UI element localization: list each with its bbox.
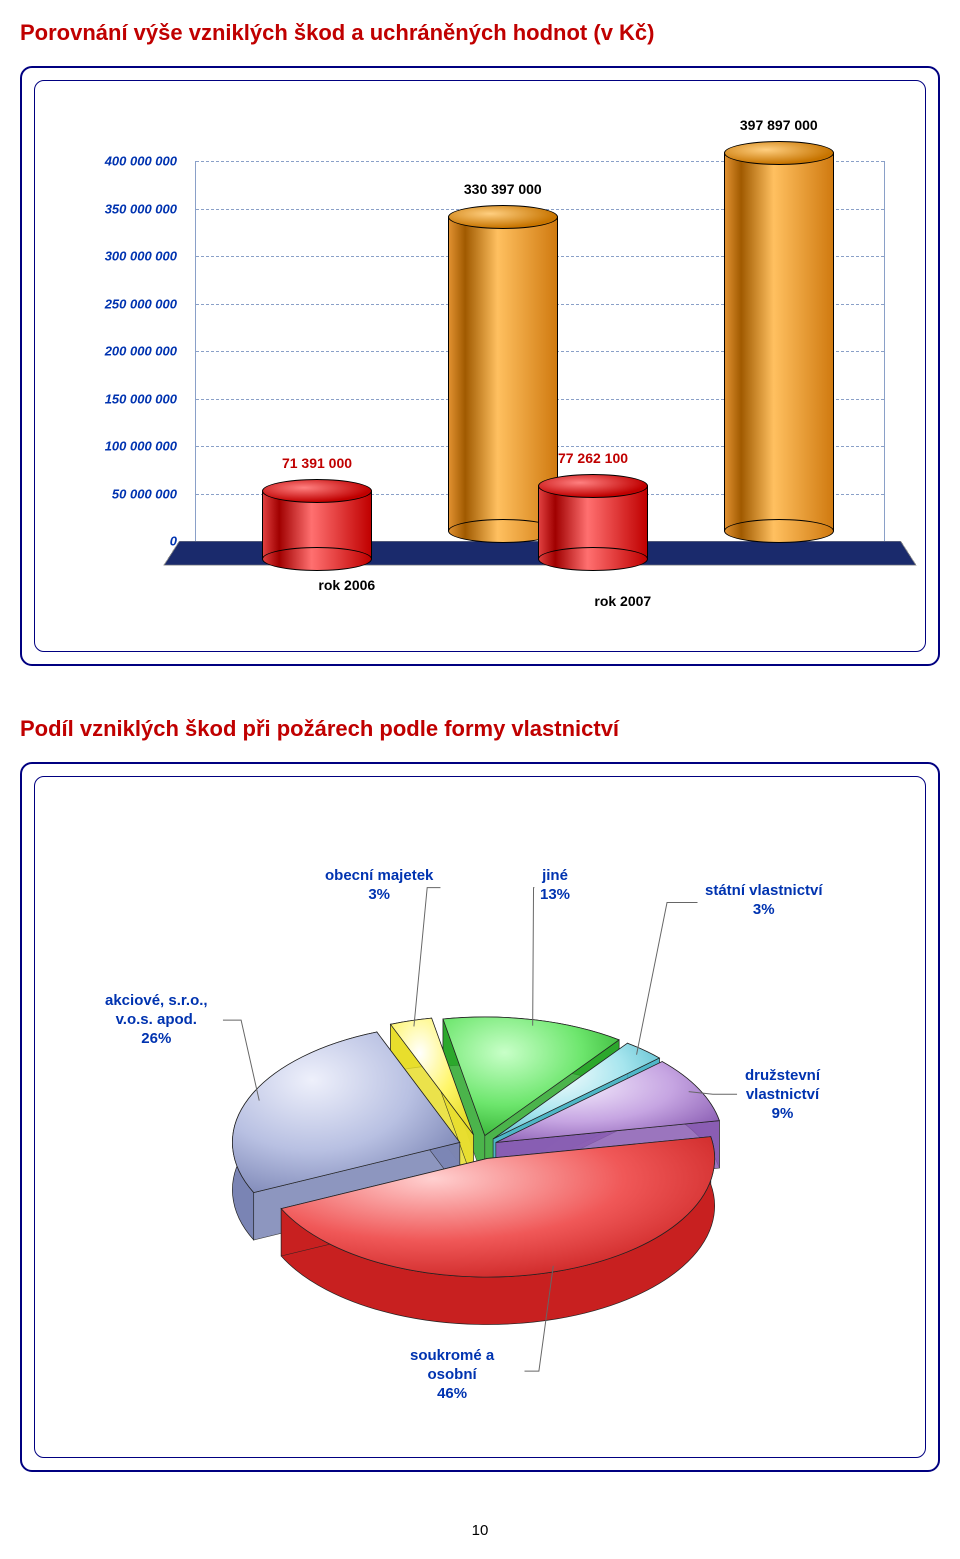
bar-cylinder bbox=[262, 491, 372, 559]
pie-slice-label: akciové, s.r.o.,v.o.s. apod.26% bbox=[105, 992, 208, 1048]
pie-slice-label: obecní majetek3% bbox=[325, 867, 433, 905]
bar-cylinder bbox=[724, 153, 834, 531]
bar-value-label: 330 397 000 bbox=[464, 181, 542, 197]
y-tick-label: 50 000 000 bbox=[112, 486, 177, 501]
y-tick-label: 300 000 000 bbox=[105, 249, 177, 264]
pie-chart-inner: akciové, s.r.o.,v.o.s. apod.26% obecní ma… bbox=[34, 776, 926, 1458]
pie-slice-label: státní vlastnictví3% bbox=[705, 882, 823, 920]
pie-slice-label: družstevnívlastnictví9% bbox=[745, 1067, 820, 1123]
bar-value-label: 77 262 100 bbox=[558, 450, 628, 466]
pie-leader-line bbox=[637, 902, 698, 1054]
bar-chart-frame: 050 000 000100 000 000150 000 000200 000… bbox=[20, 66, 940, 666]
bar-chart-inner: 050 000 000100 000 000150 000 000200 000… bbox=[34, 80, 926, 652]
pie-leader-line bbox=[223, 1020, 259, 1100]
pie-leader-line bbox=[533, 888, 535, 1026]
title-bar-chart: Porovnání výše vzniklých škod a uchráněn… bbox=[20, 20, 940, 46]
y-tick-label: 200 000 000 bbox=[105, 344, 177, 359]
pie-chart: akciové, s.r.o.,v.o.s. apod.26% obecní ma… bbox=[45, 787, 915, 1447]
y-tick-label: 150 000 000 bbox=[105, 391, 177, 406]
bar-cylinder bbox=[538, 486, 648, 559]
bar-value-label: 397 897 000 bbox=[740, 117, 818, 133]
x-category-label: rok 2007 bbox=[594, 593, 651, 609]
plot-area: 71 391 00077 262 100330 397 000397 897 0… bbox=[195, 161, 885, 541]
pie-leader-line bbox=[414, 888, 441, 1027]
y-axis-labels: 050 000 000100 000 000150 000 000200 000… bbox=[45, 161, 185, 541]
y-tick-label: 250 000 000 bbox=[105, 296, 177, 311]
pie-chart-frame: akciové, s.r.o.,v.o.s. apod.26% obecní ma… bbox=[20, 762, 940, 1472]
y-tick-label: 350 000 000 bbox=[105, 201, 177, 216]
title-pie-chart: Podíl vzniklých škod při požárech podle … bbox=[20, 716, 940, 742]
bar-chart: 050 000 000100 000 000150 000 000200 000… bbox=[45, 161, 915, 641]
page-number: 10 bbox=[20, 1522, 940, 1539]
pie-slice-label: soukromé aosobní46% bbox=[410, 1347, 494, 1403]
y-tick-label: 400 000 000 bbox=[105, 154, 177, 169]
pie-slice-label: jiné13% bbox=[540, 867, 570, 905]
x-category-label: rok 2006 bbox=[318, 577, 375, 593]
y-tick-label: 100 000 000 bbox=[105, 439, 177, 454]
bar-value-label: 71 391 000 bbox=[282, 455, 352, 471]
